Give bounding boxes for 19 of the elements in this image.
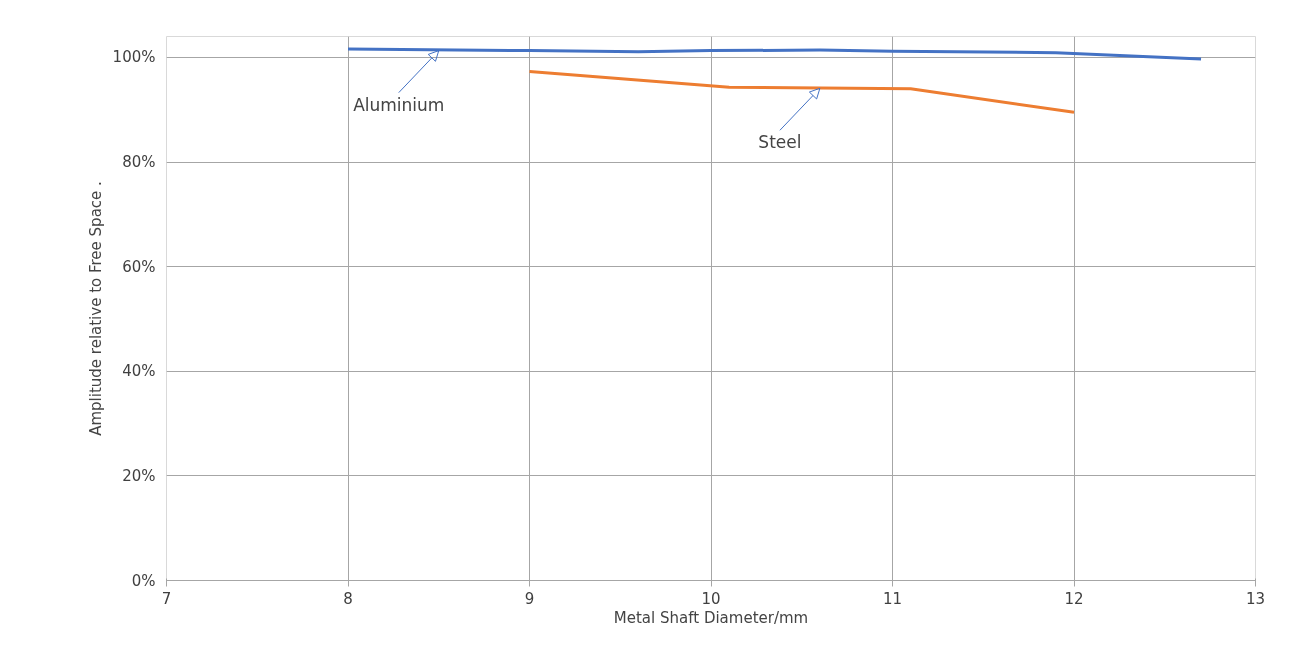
y-tick-label: 0% — [131, 571, 156, 590]
x-tick-label: 7 — [161, 589, 172, 608]
y-tick-label: 60% — [122, 257, 156, 276]
y-tick-label: 100% — [112, 48, 156, 67]
y-tick-label: 40% — [122, 362, 156, 381]
y-axis-title: Amplitude relative to Free Space . — [86, 181, 105, 436]
x-tick-label: 8 — [343, 589, 353, 608]
x-tick-label: 13 — [1245, 589, 1266, 608]
line-series — [528, 70, 1076, 114]
annotation: Steel — [758, 132, 802, 153]
x-axis-title: Metal Shaft Diameter/mm — [613, 608, 809, 627]
y-tick-label: 20% — [122, 466, 156, 485]
x-tick-label: 11 — [882, 589, 903, 608]
y-tick-label: 80% — [122, 153, 156, 172]
annotation: Aluminium — [353, 94, 445, 115]
x-tick-label: 12 — [1064, 589, 1084, 608]
line-series — [346, 47, 1203, 61]
x-tick-label: 10 — [701, 589, 721, 608]
x-tick-label: 9 — [524, 589, 535, 608]
